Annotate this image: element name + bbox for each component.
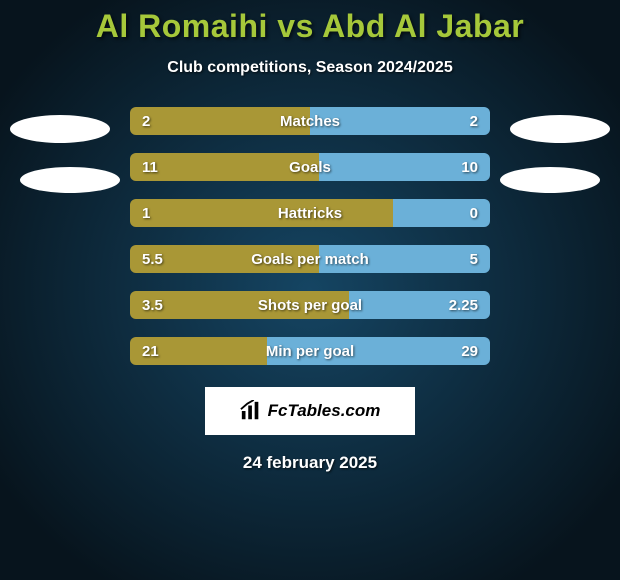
infographic: Al Romaihi vs Abd Al Jabar Club competit… xyxy=(0,0,620,580)
subtitle: Club competitions, Season 2024/2025 xyxy=(167,59,452,77)
chart-bars-icon xyxy=(240,400,262,422)
bar-right-segment xyxy=(267,337,490,365)
bar-left-segment xyxy=(130,291,349,319)
player-left-badge-2 xyxy=(20,167,120,193)
bar-row: Min per goal2129 xyxy=(130,337,490,365)
bar-row: Goals per match5.55 xyxy=(130,245,490,273)
bar-left-segment xyxy=(130,337,267,365)
bar-left-segment xyxy=(130,107,310,135)
player-right-badge-2 xyxy=(500,167,600,193)
bar-row: Hattricks10 xyxy=(130,199,490,227)
bar-right-segment xyxy=(319,153,490,181)
snapshot-date: 24 february 2025 xyxy=(243,453,377,473)
bars-container: Matches22 Goals1110 Hattricks10 Goals per m… xyxy=(130,107,490,365)
player-right-badge-1 xyxy=(510,115,610,143)
bar-right-segment xyxy=(393,199,490,227)
bar-left-segment xyxy=(130,153,319,181)
player-left-badge-1 xyxy=(10,115,110,143)
bar-row: Matches22 xyxy=(130,107,490,135)
fctables-link[interactable]: FcTables.com xyxy=(205,387,415,435)
page-title: Al Romaihi vs Abd Al Jabar xyxy=(96,8,525,45)
bar-right-segment xyxy=(319,245,490,273)
bar-right-segment xyxy=(349,291,490,319)
comparison-chart: Matches22 Goals1110 Hattricks10 Goals per m… xyxy=(0,107,620,365)
bar-left-segment xyxy=(130,245,319,273)
bar-row: Goals1110 xyxy=(130,153,490,181)
logo-text: FcTables.com xyxy=(268,401,381,421)
bar-left-segment xyxy=(130,199,393,227)
bar-right-segment xyxy=(310,107,490,135)
bar-row: Shots per goal3.52.25 xyxy=(130,291,490,319)
